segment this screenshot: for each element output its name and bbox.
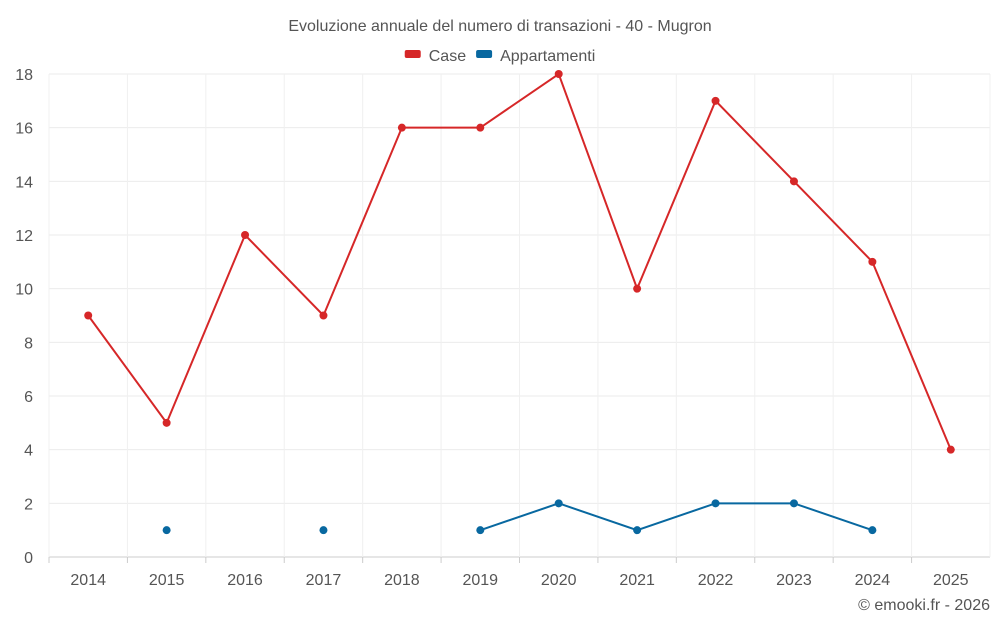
grid: [48, 73, 991, 558]
legend-item-appartamenti[interactable]: Appartamenti: [476, 48, 595, 65]
series-group: [84, 70, 955, 535]
x-tick-label: 2017: [306, 572, 342, 589]
data-point: [319, 526, 328, 535]
data-point: [554, 499, 563, 508]
x-tick-label: 2021: [619, 572, 655, 589]
legend-swatch: [476, 50, 493, 58]
data-point: [711, 499, 720, 508]
data-point: [554, 70, 563, 78]
series-line: [87, 72, 952, 451]
data-point: [789, 499, 798, 508]
data-point: [84, 311, 93, 320]
legend-label: Case: [429, 48, 466, 65]
credit-text: © emooki.fr - 2026: [858, 597, 990, 614]
data-point: [241, 231, 250, 239]
y-tick-label: 12: [15, 228, 33, 245]
data-point: [162, 526, 171, 535]
axes: 0 2 4 6 8 10 12 14 16 18 2014 2015 2016 2017 2018 2019 2…: [15, 67, 968, 589]
legend-label: Appartamenti: [500, 48, 595, 65]
data-point: [633, 526, 642, 535]
x-tick-label: 2016: [227, 572, 263, 589]
data-point: [397, 123, 406, 132]
series-appartamenti: [162, 499, 877, 535]
data-point: [162, 418, 171, 427]
series-case: [84, 70, 955, 454]
x-tick-label: 2019: [462, 572, 498, 589]
x-tick-label: 2023: [776, 572, 812, 589]
x-tick-label: 2024: [855, 572, 891, 589]
data-point: [946, 445, 955, 454]
data-point: [868, 526, 877, 535]
legend-item-case[interactable]: Case: [404, 48, 466, 65]
y-tick-label: 10: [15, 282, 33, 299]
data-point: [633, 284, 642, 293]
chart-title: Evoluzione annuale del numero di transaz…: [288, 18, 711, 35]
y-tick-label: 2: [24, 496, 33, 513]
data-point: [319, 311, 328, 320]
legend: Case Appartamenti: [404, 48, 595, 65]
x-tick-label: 2022: [698, 572, 734, 589]
x-tick-label: 2020: [541, 572, 577, 589]
legend-swatch: [404, 50, 421, 58]
y-tick-label: 16: [15, 121, 33, 138]
x-tick-label: 2018: [384, 572, 420, 589]
y-tick-label: 4: [24, 443, 33, 460]
y-tick-label: 14: [15, 174, 33, 191]
data-point: [868, 257, 877, 266]
y-tick-label: 8: [24, 335, 33, 352]
x-tick-label: 2015: [149, 572, 185, 589]
y-tick-label: 18: [15, 67, 33, 84]
x-tick-label: 2025: [933, 572, 969, 589]
data-point: [789, 177, 798, 186]
series-line: [479, 502, 873, 532]
y-tick-label: 6: [24, 389, 33, 406]
x-tick-label: 2014: [70, 572, 106, 589]
data-point: [476, 526, 485, 535]
data-point: [711, 96, 720, 105]
y-tick-label: 0: [24, 550, 33, 567]
data-point: [476, 123, 485, 132]
